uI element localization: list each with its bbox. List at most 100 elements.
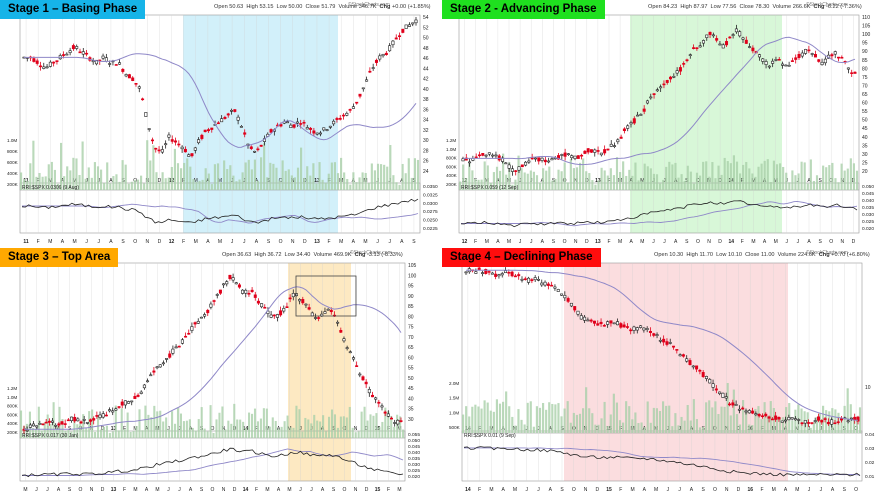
x-tick-label: J	[35, 487, 38, 493]
candle-body	[131, 77, 135, 81]
candle-body	[513, 275, 517, 278]
moving-average-line	[24, 53, 417, 148]
indicator-tick-label: 0.025	[408, 468, 420, 474]
volume-bar	[523, 424, 526, 433]
volume-bar	[140, 175, 143, 190]
x-tick-label: M	[774, 178, 778, 184]
x-tick-label: J	[85, 239, 88, 245]
volume-bar	[223, 160, 226, 190]
x-tick-label: M	[218, 178, 222, 184]
volume-bar	[699, 175, 702, 190]
candle-body	[154, 147, 158, 150]
x-tick-label: O	[563, 239, 567, 245]
volume-bar	[310, 423, 313, 438]
x-tick-label: A	[549, 426, 553, 432]
candle-body	[152, 370, 156, 373]
candle-body	[527, 277, 531, 283]
volume-bar	[103, 182, 106, 190]
candle-body	[295, 121, 299, 124]
candle-body	[91, 60, 95, 63]
candle-body	[682, 63, 686, 65]
x-tick-label: O	[829, 239, 833, 245]
candle-body	[767, 65, 771, 68]
volume-bar	[191, 427, 194, 438]
candle-body	[642, 327, 646, 331]
candle-body	[236, 116, 240, 121]
candle-body	[599, 152, 603, 156]
volume-bar	[545, 170, 548, 190]
candle-body	[312, 130, 316, 134]
volume-bar	[778, 417, 782, 433]
x-tick-label: M	[513, 487, 517, 493]
x-tick-label: A	[57, 487, 61, 493]
candle-body	[669, 76, 673, 80]
volume-bar	[40, 430, 43, 438]
volume-bar	[203, 428, 206, 438]
volume-bar	[182, 421, 185, 438]
x-tick-label: A	[61, 239, 65, 245]
volume-bar	[239, 419, 242, 438]
volume-bar	[253, 408, 257, 438]
volume-bar	[96, 166, 100, 190]
candle-body	[32, 423, 36, 427]
x-tick-label: D	[303, 239, 307, 245]
x-tick-label: S	[560, 487, 564, 493]
x-tick-label: F	[255, 426, 258, 432]
volume-bar	[578, 413, 582, 433]
volume-bar	[269, 162, 272, 190]
volume-bar	[144, 405, 147, 438]
price-tick-label: 54	[423, 15, 429, 21]
candle-body	[787, 64, 791, 67]
candle-body	[247, 292, 251, 295]
volume-bar	[615, 157, 619, 190]
volume-bar	[70, 431, 73, 438]
candle-body	[655, 334, 659, 336]
volume-bar	[468, 416, 471, 433]
candle-body	[206, 309, 210, 314]
candle-body	[461, 158, 465, 162]
candle-body	[322, 127, 326, 131]
x-tick-label: D	[233, 487, 237, 493]
volume-bar	[121, 160, 124, 190]
price-tick-label: 34	[423, 118, 429, 124]
x-tick-label: 14	[728, 239, 734, 245]
indicator-line	[463, 446, 861, 477]
volume-bar	[535, 175, 539, 190]
volume-bar	[720, 406, 723, 433]
volume-bar	[227, 420, 230, 438]
volume-bar	[742, 400, 745, 433]
candle-body	[388, 45, 392, 52]
moving-average-line	[24, 286, 402, 430]
volume-bar	[585, 171, 588, 190]
indicator-label: RRI:$SPX 0.01 (9 Sep)	[464, 433, 516, 439]
candle-body	[764, 413, 768, 417]
x-tick-label: D	[718, 178, 722, 184]
volume-bar	[286, 415, 289, 438]
candle-body	[243, 132, 247, 135]
candle-body	[393, 422, 397, 424]
candle-body	[348, 351, 352, 354]
x-tick-label: N	[574, 178, 578, 184]
candle-body	[546, 283, 550, 286]
volume-bar	[85, 427, 88, 438]
volume-bar	[251, 413, 254, 438]
x-tick-label: J	[537, 487, 540, 493]
moving-average-line	[466, 269, 859, 421]
price-tick-label: 105	[408, 263, 417, 269]
volume-bar	[111, 431, 114, 438]
volume-bar	[370, 163, 373, 190]
volume-bar	[659, 183, 662, 190]
candle-body	[368, 70, 372, 73]
candle-body	[764, 61, 768, 65]
x-tick-label: J	[808, 487, 811, 493]
candle-body	[481, 153, 485, 156]
volume-bar	[52, 402, 55, 438]
volume-bar	[66, 166, 69, 190]
candle-body	[389, 417, 393, 420]
candle-body	[342, 338, 346, 342]
x-tick-label: N	[222, 487, 226, 493]
candle-body	[70, 416, 74, 421]
volume-bar	[201, 179, 204, 190]
volume-bar	[114, 405, 117, 438]
indicator-line	[460, 200, 858, 228]
